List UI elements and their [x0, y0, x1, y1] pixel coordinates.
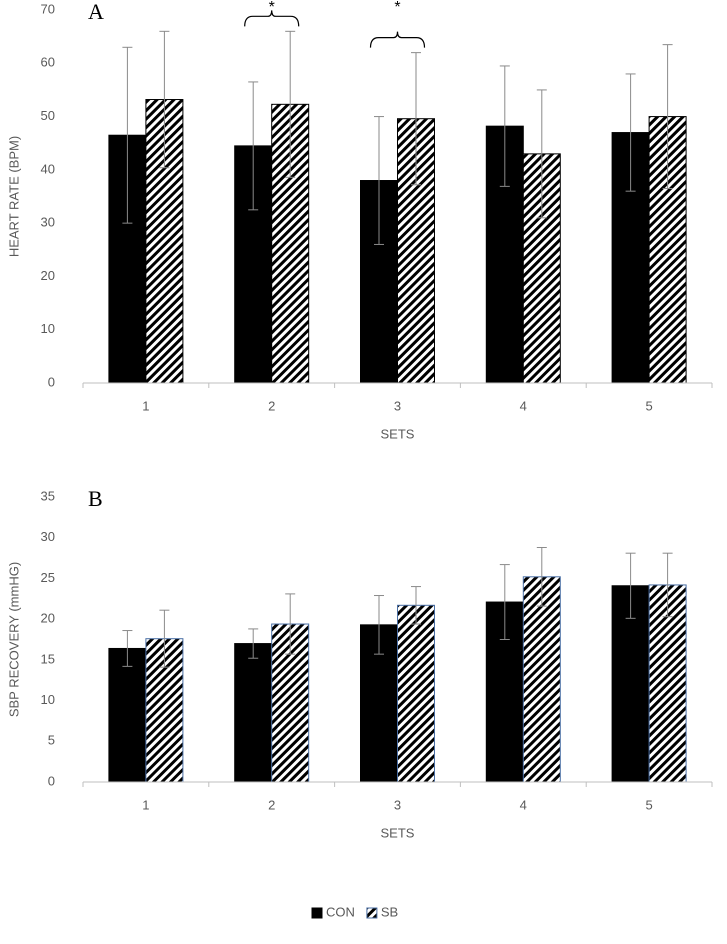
- error-bar: [625, 73, 636, 192]
- error-bar: [285, 30, 296, 178]
- significance-marker: *: [394, 0, 400, 16]
- legend-swatch: [366, 907, 378, 919]
- significance-bracket: [369, 31, 426, 48]
- significance-marker: *: [269, 0, 275, 16]
- y-tick-label: 25: [41, 570, 55, 585]
- error-bar: [374, 116, 384, 245]
- y-axis-label: HEART RATE (BPM): [6, 136, 21, 257]
- y-tick-label: 5: [48, 733, 55, 748]
- bar: [397, 604, 435, 783]
- legend-label: CON: [326, 904, 355, 919]
- error-bar: [411, 52, 421, 186]
- x-axis-label: SETS: [381, 825, 415, 840]
- y-tick-label: 0: [48, 773, 55, 788]
- panel-label: B: [88, 486, 103, 511]
- x-tick-label: 1: [142, 797, 149, 812]
- x-tick-label: 1: [142, 398, 149, 413]
- y-tick-label: 10: [41, 321, 55, 336]
- y-tick-label: 0: [48, 374, 55, 389]
- bar: [522, 576, 561, 783]
- error-bar: [248, 628, 259, 659]
- error-bar: [159, 30, 170, 169]
- error-bar: [374, 595, 384, 655]
- error-bar: [499, 65, 510, 187]
- error-bar: [662, 44, 673, 190]
- x-tick-label: 5: [645, 398, 652, 413]
- error-bar: [499, 564, 510, 640]
- y-tick-label: 15: [41, 651, 55, 666]
- y-axis-label: SBP RECOVERY (mmHG): [6, 562, 21, 717]
- error-bar: [625, 552, 636, 619]
- x-tick-label: 3: [394, 398, 401, 413]
- y-tick-label: 35: [41, 488, 55, 503]
- error-bar: [122, 46, 133, 224]
- x-tick-label: 2: [268, 797, 275, 812]
- error-bar: [411, 586, 421, 625]
- y-tick-label: 50: [41, 108, 55, 123]
- error-bar: [662, 552, 673, 618]
- y-tick-label: 30: [41, 529, 55, 544]
- panel-label: A: [88, 0, 104, 24]
- x-tick-label: 2: [268, 398, 275, 413]
- legend-label: SB: [381, 904, 398, 919]
- significance-bracket: [244, 10, 300, 27]
- error-bar: [536, 546, 547, 607]
- error-bar: [248, 81, 259, 211]
- error-bar: [159, 609, 170, 668]
- y-tick-label: 20: [41, 268, 55, 283]
- error-bar: [285, 593, 296, 655]
- bar: [648, 584, 687, 783]
- bar: [108, 647, 147, 783]
- x-tick-label: 4: [520, 398, 527, 413]
- y-tick-label: 20: [41, 611, 55, 626]
- x-tick-label: 5: [645, 797, 652, 812]
- x-tick-label: 4: [520, 797, 527, 812]
- y-tick-label: 40: [41, 161, 55, 176]
- bar: [234, 643, 273, 783]
- y-tick-label: 30: [41, 215, 55, 230]
- legend-swatch: [311, 907, 323, 919]
- error-bar: [536, 89, 547, 219]
- y-tick-label: 70: [41, 1, 55, 16]
- x-tick-label: 3: [394, 797, 401, 812]
- y-tick-label: 60: [41, 55, 55, 70]
- error-bar: [122, 630, 133, 667]
- y-tick-label: 10: [41, 692, 55, 707]
- x-axis-label: SETS: [381, 426, 415, 441]
